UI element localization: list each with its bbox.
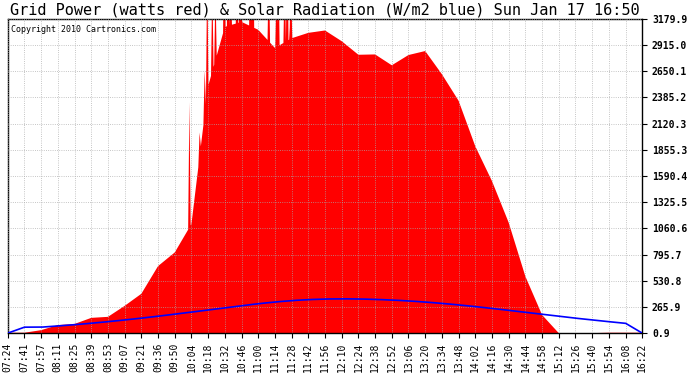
Title: Grid Power (watts red) & Solar Radiation (W/m2 blue) Sun Jan 17 16:50: Grid Power (watts red) & Solar Radiation…: [10, 3, 640, 18]
Text: Copyright 2010 Cartronics.com: Copyright 2010 Cartronics.com: [11, 25, 156, 34]
